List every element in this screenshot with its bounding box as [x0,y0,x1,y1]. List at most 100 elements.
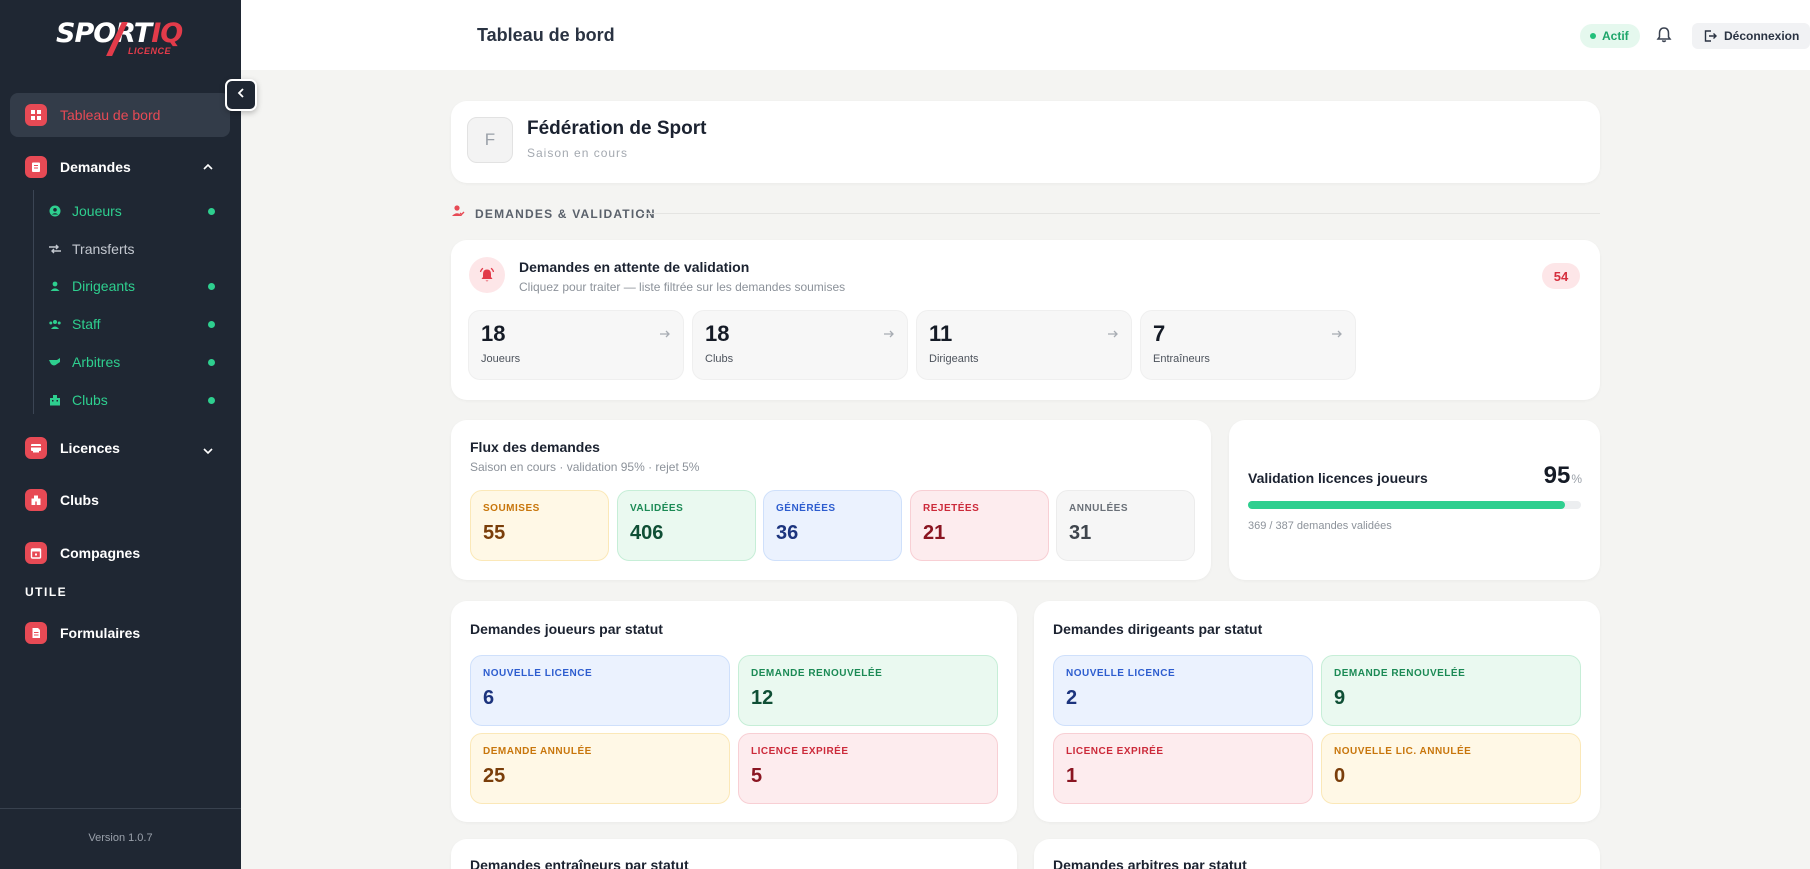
status-dot [1590,33,1596,39]
organization-card: F Fédération de Sport Saison en cours [451,101,1600,183]
sidebar-item-label: Tableau de bord [60,107,161,123]
status-tile-nouvelle-licence[interactable]: NOUVELLE LICENCE 2 [1053,655,1313,726]
tile-value: 11 [929,321,953,346]
flux-tile-generees[interactable]: GÉNÉRÉES 36 [763,490,902,561]
status-badge: Actif [1580,24,1640,48]
joueurs-status-card: Demandes joueurs par statut NOUVELLE LIC… [451,601,1017,822]
sidebar-collapse-button[interactable] [225,79,257,111]
chevron-down-icon[interactable] [202,444,214,462]
arbitres-status-card: Demandes arbitres par statut [1034,839,1600,869]
chevron-up-icon[interactable] [202,160,214,178]
sidebar-divider [0,808,241,809]
tile-value: 5 [751,765,763,787]
sidebar-item-clubs[interactable]: Clubs [10,478,230,522]
pending-validation-card[interactable]: Demandes en attente de validation Clique… [451,240,1600,400]
page-title: Tableau de bord [477,25,615,45]
status-tile-demande-annulee[interactable]: DEMANDE ANNULÉE 25 [470,733,730,804]
card-title: Demandes dirigeants par statut [1053,621,1263,637]
flux-tile-validees[interactable]: VALIDÉES 406 [617,490,756,561]
tile-value: 31 [1069,522,1092,544]
pending-tile-entraineurs[interactable]: 7 Entraîneurs [1140,310,1356,380]
status-tile-nouvelle-licence[interactable]: NOUVELLE LICENCE 6 [470,655,730,726]
top-header: Tableau de bord Actif Déconnexion [241,0,1810,70]
user-check-icon [451,204,465,223]
flux-subtitle: Saison en cours · validation 95% · rejet… [470,460,700,474]
status-tile-demande-renouvelee[interactable]: DEMANDE RENOUVELÉE 12 [738,655,998,726]
card-title: Demandes entraîneurs par statut [470,857,689,869]
tile-value: 6 [483,687,495,709]
person-icon [48,279,62,293]
tile-value: 25 [483,765,506,787]
validation-card: Validation licences joueurs 95% 369 / 38… [1229,420,1600,580]
pending-tile-dirigeants[interactable]: 11 Dirigeants [916,310,1132,380]
entraineurs-status-card: Demandes entraîneurs par statut [451,839,1017,869]
tile-label: Clubs [705,353,734,365]
sidebar-subitem-dirigeants[interactable]: Dirigeants [48,274,223,298]
dashboard-icon [25,104,47,126]
status-tile-licence-expiree[interactable]: LICENCE EXPIRÉE 5 [738,733,998,804]
status-tile-demande-renouvelee[interactable]: DEMANDE RENOUVELÉE 9 [1321,655,1581,726]
tile-label: GÉNÉRÉES [776,503,836,514]
pending-tile-clubs[interactable]: 18 Clubs [692,310,908,380]
sidebar-item-label: Demandes [60,159,131,175]
sidebar-item-dashboard[interactable]: Tableau de bord [10,93,230,137]
tile-label: Entraîneurs [1153,353,1210,365]
arrow-right-icon [883,327,895,345]
active-dot [208,321,215,328]
tile-value: 7 [1153,321,1166,346]
flux-title: Flux des demandes [470,439,600,455]
sidebar-item-licences[interactable]: Licences [10,426,230,470]
pending-count-badge: 54 [1542,263,1580,289]
clipboard-icon [25,156,47,178]
tile-value: 18 [481,321,506,346]
brand-logo[interactable]: SPORTIQ LICENCE [56,18,186,58]
sidebar-item-demandes[interactable]: Demandes [10,145,230,189]
tile-label: VALIDÉES [630,503,684,514]
sidebar-subitem-transferts[interactable]: Transferts [48,237,223,261]
flux-tile-rejetees[interactable]: REJETÉES 21 [910,490,1049,561]
validation-progress-bar [1248,501,1581,509]
sidebar-subitem-arbitres[interactable]: Arbitres [48,350,223,374]
active-dot [208,208,215,215]
sidebar-item-label: Compagnes [60,545,141,561]
sidebar-item-compagnes[interactable]: Compagnes [10,531,230,575]
logout-button[interactable]: Déconnexion [1692,23,1810,49]
bell-icon[interactable] [1654,25,1674,45]
logout-label: Déconnexion [1724,29,1800,43]
org-name: Fédération de Sport [527,118,707,139]
dirigeants-status-card: Demandes dirigeants par statut NOUVELLE … [1034,601,1600,822]
tile-label: DEMANDE RENOUVELÉE [751,668,883,679]
tile-value: 12 [751,687,774,709]
progress-fill [1248,501,1566,509]
percent-unit: % [1571,472,1582,486]
subitem-label: Joueurs [72,203,122,219]
section-divider [640,213,1600,214]
building-icon [25,489,47,511]
flux-card: Flux des demandes Saison en cours · vali… [451,420,1211,580]
sidebar-item-label: Formulaires [60,625,141,641]
status-tile-licence-expiree[interactable]: LICENCE EXPIRÉE 1 [1053,733,1313,804]
flux-tile-soumises[interactable]: SOUMISES 55 [470,490,609,561]
tile-label: NOUVELLE LIC. ANNULÉE [1334,746,1472,757]
status-tile-nouvelle-lic-annulee[interactable]: NOUVELLE LIC. ANNULÉE 0 [1321,733,1581,804]
sidebar-item-formulaires[interactable]: Formulaires [10,611,230,655]
building-icon [48,393,62,407]
validation-detail: 369 / 387 demandes validées [1248,520,1392,532]
tile-value: 18 [705,321,730,346]
subitem-label: Staff [72,316,101,332]
flux-tile-annulees[interactable]: ANNULÉES 31 [1056,490,1195,561]
transfer-icon [48,242,62,256]
chevron-left-icon [235,86,247,104]
sidebar-subitem-joueurs[interactable]: Joueurs [48,199,223,223]
sidebar-subitem-staff[interactable]: Staff [48,312,223,336]
org-season: Saison en cours [527,146,629,160]
subitem-label: Clubs [72,392,108,408]
sidebar-item-label: Licences [60,440,120,456]
brand-sub: LICENCE [128,46,172,56]
pending-tile-joueurs[interactable]: 18 Joueurs [468,310,684,380]
sidebar-subitem-clubs[interactable]: Clubs [48,388,223,412]
active-dot [208,359,215,366]
alarm-icon [469,257,505,293]
arrow-right-icon [1107,327,1119,345]
sidebar-item-label: Clubs [60,492,99,508]
